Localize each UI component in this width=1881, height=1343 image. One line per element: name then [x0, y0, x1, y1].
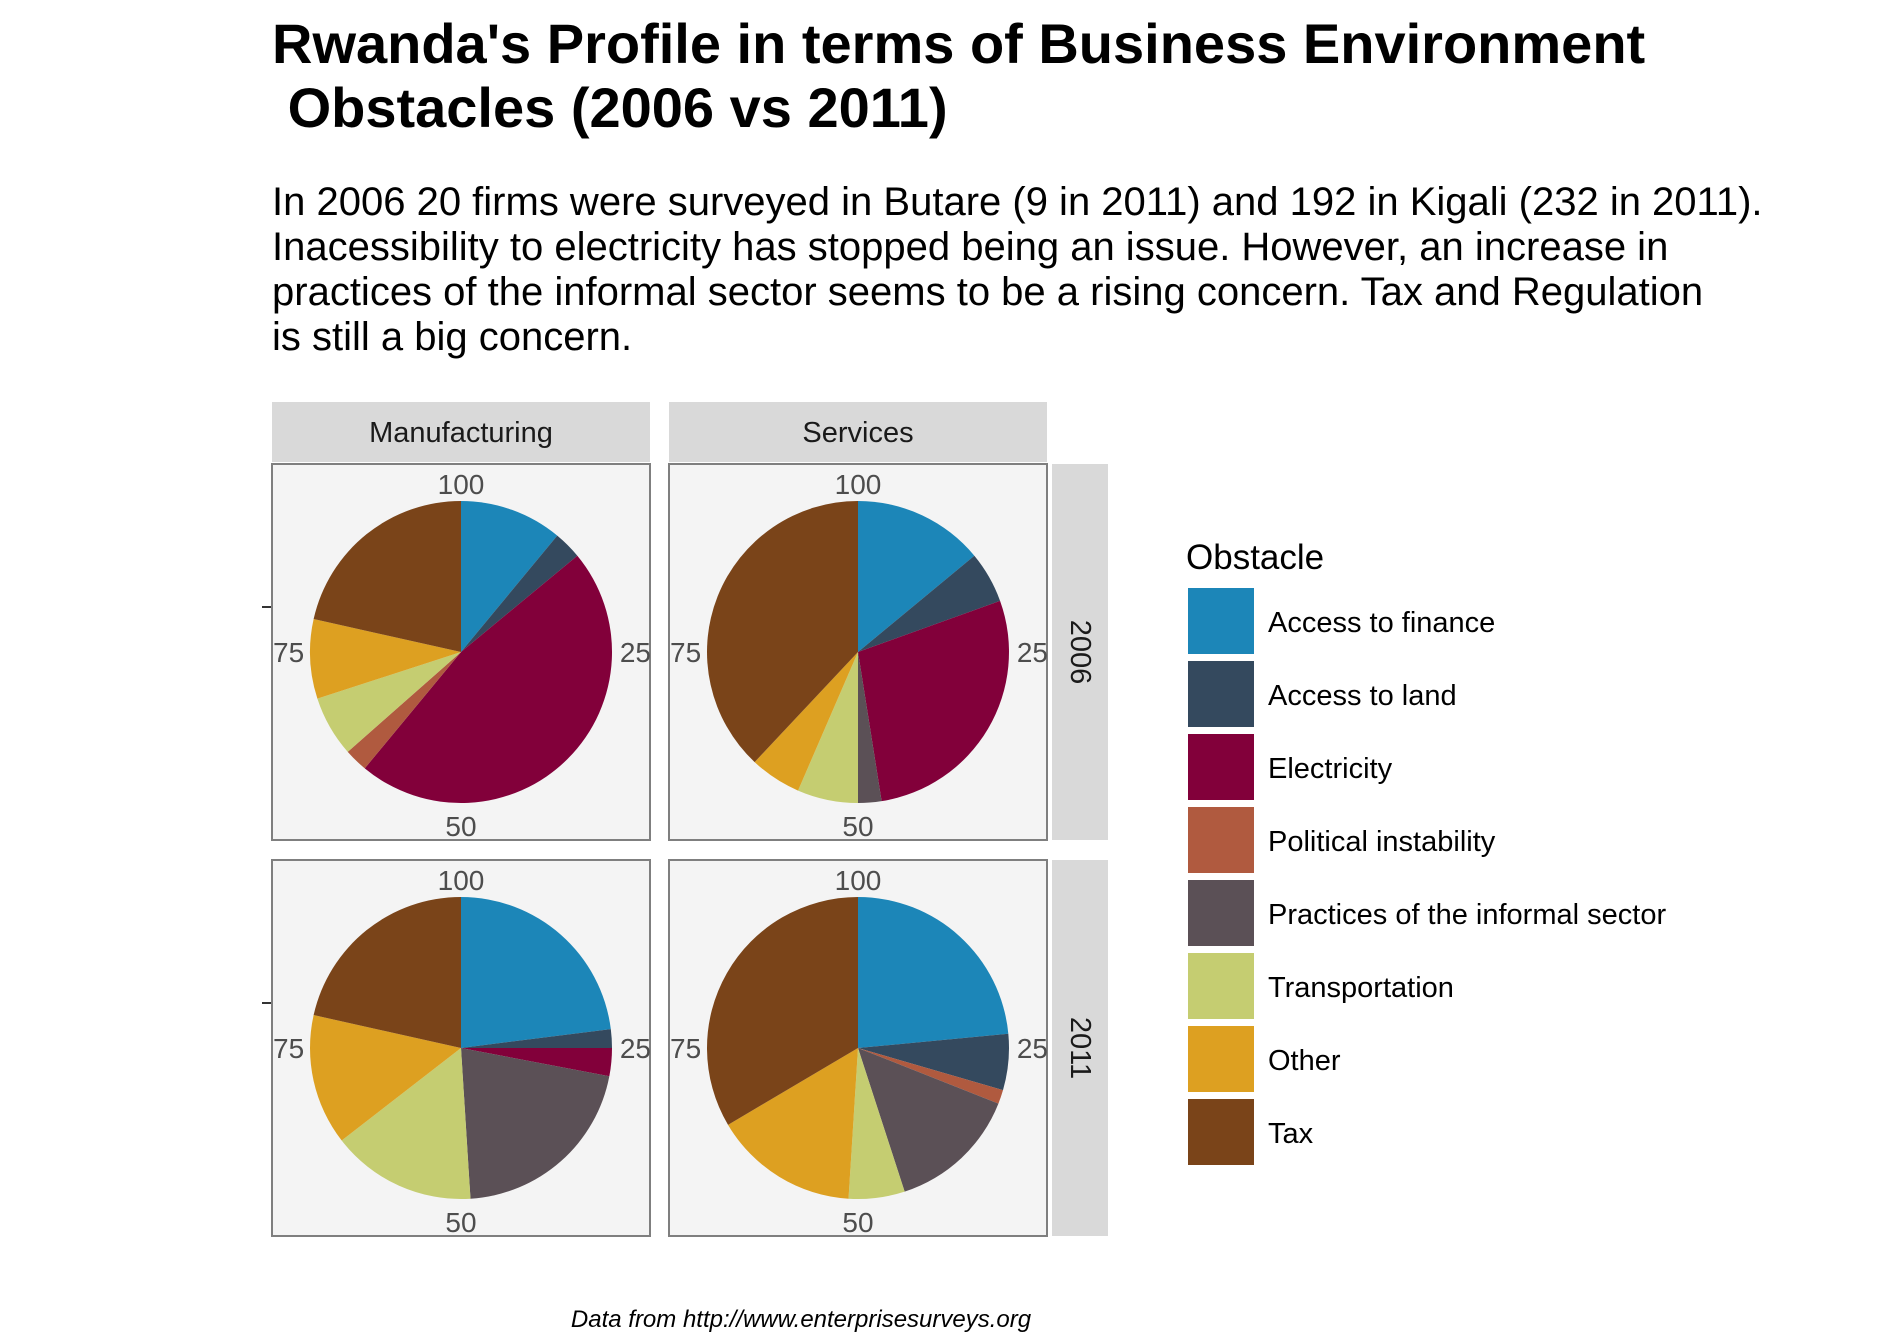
legend-swatch-political-instability: [1188, 807, 1254, 873]
slice-services-2011-other: [728, 1048, 858, 1199]
tick-label-manufacturing-2006-25: 25: [620, 637, 651, 668]
facet-label-2011: 2011: [1064, 1017, 1096, 1079]
tick-label-services-2006-75: 75: [670, 637, 701, 668]
legend-swatch-tax: [1188, 1099, 1254, 1165]
legend-swatch-electricity: [1188, 734, 1254, 800]
slice-manufacturing-2006-access-to-finance: [461, 501, 558, 652]
tick-label-manufacturing-2006-100: 100: [438, 469, 485, 500]
slice-manufacturing-2006-other: [310, 619, 461, 699]
legend-label-practices-of-the-informal-sector: Practices of the informal sector: [1268, 899, 1666, 931]
facet-strip-manufacturing: [272, 402, 650, 462]
tick-label-services-2011-75: 75: [670, 1033, 701, 1064]
facet-strip-2011: [1052, 860, 1108, 1236]
chart-caption: Data from http://www.enterprisesurveys.o…: [570, 1306, 1032, 1333]
slice-services-2006-access-to-finance: [858, 501, 975, 652]
legend-label-political-instability: Political instability: [1268, 826, 1496, 858]
slice-services-2011-political-instability: [858, 1048, 1003, 1104]
tick-label-services-2006-25: 25: [1017, 637, 1048, 668]
legend-label-electricity: Electricity: [1268, 753, 1393, 785]
legend-swatch-transportation: [1188, 953, 1254, 1019]
chart-subtitle: In 2006 20 firms were surveyed in Butare…: [272, 180, 1763, 359]
legend-swatch-access-to-finance: [1188, 588, 1254, 654]
slice-services-2011-tax: [706, 897, 858, 1125]
slice-manufacturing-2006-access-to-land: [461, 535, 578, 652]
legend-label-tax: Tax: [1268, 1118, 1314, 1150]
slice-manufacturing-2011-tax: [313, 897, 461, 1048]
tick-label-manufacturing-2011-100: 100: [438, 865, 485, 896]
slice-services-2011-access-to-finance: [858, 897, 1009, 1048]
slice-services-2011-access-to-land: [858, 1033, 1009, 1091]
tick-label-services-2011-100: 100: [835, 865, 882, 896]
legend-swatch-other: [1188, 1026, 1254, 1092]
facet-strip-2006: [1052, 464, 1108, 840]
slice-services-2006-access-to-land: [858, 555, 1001, 652]
slice-services-2006-electricity: [858, 600, 1009, 802]
slice-services-2011-transportation: [848, 1048, 905, 1199]
tick-label-manufacturing-2006-50: 50: [445, 811, 476, 842]
slice-manufacturing-2011-other: [310, 1015, 461, 1141]
slice-services-2006-practices-of-the-informal-sector: [858, 652, 882, 803]
slice-manufacturing-2006-political-instability: [347, 652, 461, 769]
facet-strip-services: [669, 402, 1047, 462]
legend-title: Obstacle: [1186, 538, 1324, 577]
tick-label-services-2006-100: 100: [835, 469, 882, 500]
legend-label-transportation: Transportation: [1268, 972, 1454, 1004]
tick-label-manufacturing-2011-50: 50: [445, 1207, 476, 1238]
legend-swatch-practices-of-the-informal-sector: [1188, 880, 1254, 946]
slice-manufacturing-2011-electricity: [461, 1048, 612, 1077]
slice-manufacturing-2006-electricity: [364, 555, 613, 804]
facet-label-manufacturing: Manufacturing: [369, 417, 553, 449]
slice-services-2006-tax: [707, 501, 858, 763]
legend-swatch-access-to-land: [1188, 661, 1254, 727]
slice-services-2006-transportation: [798, 652, 858, 803]
slice-manufacturing-2006-tax: [313, 501, 461, 652]
tick-label-services-2011-50: 50: [842, 1207, 873, 1238]
facet-label-2006: 2006: [1064, 620, 1096, 685]
legend-label-access-to-land: Access to land: [1268, 680, 1457, 712]
slice-manufacturing-2011-transportation: [341, 1048, 471, 1199]
tick-label-services-2011-25: 25: [1017, 1033, 1048, 1064]
chart-title: Rwanda's Profile in terms of Business En…: [272, 12, 1646, 139]
slice-manufacturing-2011-access-to-finance: [461, 897, 611, 1048]
slice-manufacturing-2006-transportation: [317, 652, 461, 752]
slice-services-2006-other: [754, 652, 858, 791]
facet-label-services: Services: [802, 417, 913, 449]
slice-services-2011-practices-of-the-informal-sector: [858, 1048, 999, 1192]
tick-label-services-2006-50: 50: [842, 811, 873, 842]
tick-label-manufacturing-2011-75: 75: [273, 1033, 304, 1064]
tick-label-manufacturing-2011-25: 25: [620, 1033, 651, 1064]
slice-manufacturing-2011-practices-of-the-informal-sector: [461, 1048, 610, 1199]
legend-label-access-to-finance: Access to finance: [1268, 607, 1495, 639]
slice-manufacturing-2011-access-to-land: [461, 1029, 612, 1048]
legend-label-other: Other: [1268, 1045, 1341, 1077]
tick-label-manufacturing-2006-75: 75: [273, 637, 304, 668]
